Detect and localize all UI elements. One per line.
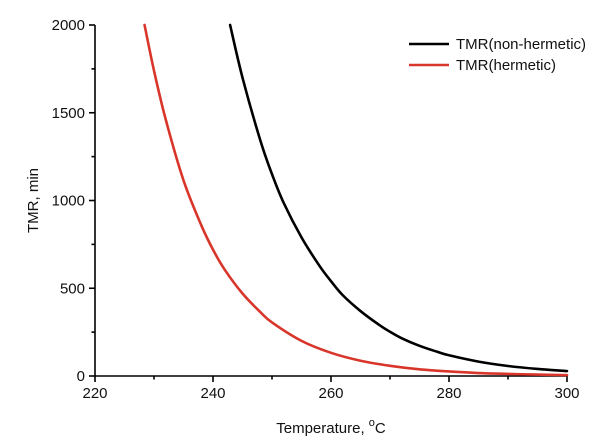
x-tick-label: 280 <box>436 385 461 402</box>
legend-label: TMR(non-hermetic) <box>456 36 586 53</box>
y-axis-title: TMR, min <box>25 168 42 233</box>
x-tick-label: 260 <box>318 385 343 402</box>
x-axis-title-superscript: o <box>369 417 375 429</box>
x-axis-title-unit: C <box>375 420 386 437</box>
series-line-non-hermetic <box>228 23 569 373</box>
x-ticks: 220 240 260 280 300 <box>82 376 580 402</box>
series-line-hermetic <box>143 23 569 377</box>
series-layer <box>143 23 569 377</box>
y-tick-label: 0 <box>77 368 85 385</box>
legend-label: TMR(hermetic) <box>456 57 556 74</box>
y-tick-label: 1500 <box>52 105 85 122</box>
x-axis-title: Temperature, oC <box>276 417 386 437</box>
y-tick-label: 1000 <box>52 193 85 210</box>
legend: TMR(non-hermetic) TMR(hermetic) <box>409 36 586 74</box>
y-tick-label: 2000 <box>52 17 85 34</box>
x-tick-label: 220 <box>82 385 107 402</box>
y-ticks: 0 500 1000 1500 2000 <box>52 17 95 385</box>
y-tick-label: 500 <box>60 280 85 297</box>
chart-axes: 220 240 260 280 300 0 500 1000 1500 2000 <box>52 17 580 402</box>
x-axis-title-text: Temperature, <box>276 420 369 437</box>
x-tick-label: 300 <box>554 385 579 402</box>
x-tick-label: 240 <box>200 385 225 402</box>
